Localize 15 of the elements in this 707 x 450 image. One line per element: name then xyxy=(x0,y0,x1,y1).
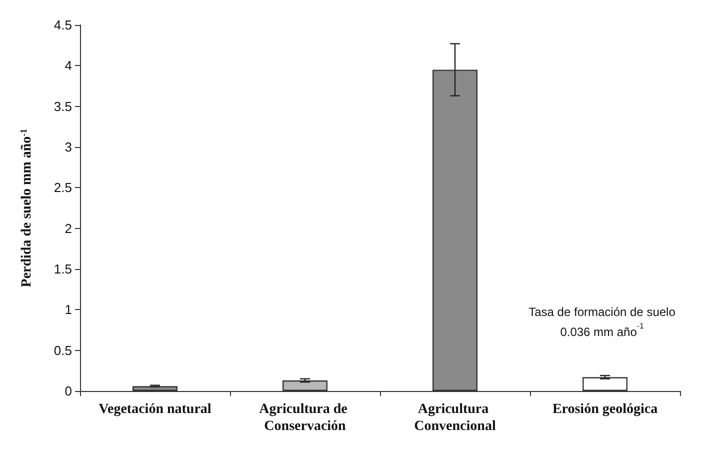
y-tick-label: 0 xyxy=(64,384,72,398)
y-tick-label: 4.5 xyxy=(54,18,72,32)
x-tick-label: Erosión geológica xyxy=(552,402,658,417)
x-tick-label: Vegetación natural xyxy=(98,402,212,417)
y-tick-label: 1.5 xyxy=(54,262,72,276)
y-axis-title: Perdida de suelo mm año-1 xyxy=(18,128,34,288)
y-tick-label: 1 xyxy=(64,302,72,318)
y-tick-label: 0.5 xyxy=(54,342,72,358)
x-tick-label: Agricultura de Conservación xyxy=(259,402,351,434)
y-tick-label: 2.5 xyxy=(54,180,72,196)
x-tick-label: Agricultura Convencional xyxy=(414,402,496,434)
y-tick-label: 3 xyxy=(64,140,72,154)
y-tick-label: 2 xyxy=(64,220,72,236)
y-tick-label: 4 xyxy=(64,58,72,74)
y-tick-label: 3.5 xyxy=(54,98,72,114)
